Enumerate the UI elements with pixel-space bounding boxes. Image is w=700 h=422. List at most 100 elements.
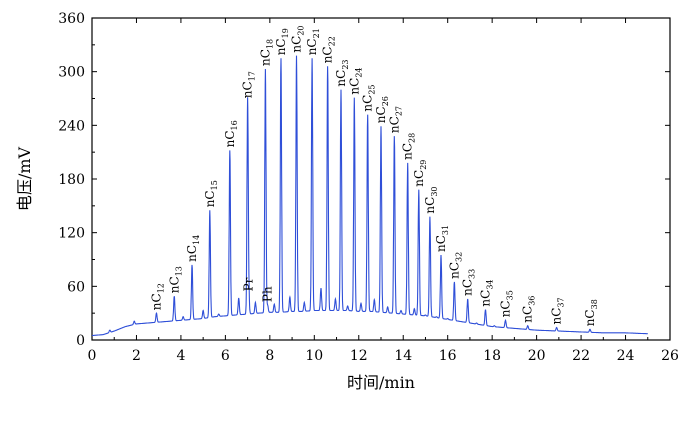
x-tick-label: 0 [88, 348, 97, 364]
peak-label: Pr [242, 277, 256, 291]
peak-label-sub: 19 [281, 28, 290, 38]
peak-label-name: nC [434, 235, 448, 252]
peak-label: nC18 [258, 39, 274, 66]
peak-label-sub: 22 [328, 36, 337, 46]
peak-label-name: nC [347, 78, 361, 95]
peak-label-sub: 32 [454, 252, 463, 262]
y-tick-label: 120 [58, 226, 85, 242]
peak-label-sub: 16 [230, 120, 239, 130]
x-tick-label: 20 [528, 348, 546, 364]
peak-label: nC17 [241, 71, 257, 98]
peak-label-sub: 34 [486, 279, 495, 289]
peak-label: nC15 [203, 180, 219, 207]
peak-label-sub: 36 [528, 296, 537, 306]
peak-label: nC13 [167, 266, 183, 293]
x-tick-label: 16 [439, 348, 457, 364]
peak-label: nC33 [461, 269, 477, 296]
x-tick-label: 2 [132, 348, 141, 364]
peak-label-name: nC [167, 276, 181, 293]
peak-label: nC30 [423, 186, 439, 213]
peak-label-name: nC [305, 38, 319, 55]
x-tick-label: 12 [350, 348, 368, 364]
peak-label-name: nC [401, 143, 415, 160]
peak-label-sub: 27 [394, 106, 403, 116]
peak-label-sub: 30 [430, 186, 439, 196]
y-tick-label: 0 [76, 333, 85, 349]
peak-label: nC38 [583, 299, 599, 326]
x-tick-label: 24 [617, 348, 635, 364]
peak-label-sub: 28 [408, 133, 417, 143]
peak-label-name: nC [185, 245, 199, 262]
y-tick-label: 300 [58, 65, 85, 81]
x-tick-label: 18 [483, 348, 501, 364]
peak-label: nC14 [185, 235, 201, 262]
peak-label-name: nC [550, 308, 564, 325]
peak-label: nC31 [434, 225, 450, 252]
peak-label: nC36 [521, 296, 537, 323]
peak-label: nC19 [274, 28, 290, 55]
y-tick-label: 240 [58, 118, 85, 134]
peak-label-sub: 23 [341, 59, 350, 69]
peak-label: nC35 [499, 290, 515, 317]
x-tick-label: 6 [221, 348, 230, 364]
peak-label-name: nC [583, 309, 597, 326]
y-tick-label: 180 [58, 172, 85, 188]
chromatogram-trace [92, 55, 648, 337]
peak-label-name: nC [361, 95, 375, 112]
y-axis-title: 电压/mV [15, 146, 34, 211]
peak-label-sub: 26 [381, 96, 390, 106]
peak-label: nC29 [412, 160, 428, 187]
peak-label: Ph [261, 286, 275, 302]
y-tick-label: 360 [58, 11, 85, 27]
axes: 0 2 4 6 8 10 12 14 16 18 20 22 24 2606012018024030036… [58, 11, 679, 364]
peak-label-sub: 33 [468, 269, 477, 279]
peak-label-name: nC [334, 70, 348, 87]
peak-label-sub: 25 [368, 84, 377, 94]
peak-label-name: nC [203, 190, 217, 207]
peak-label-name: nC [479, 290, 493, 307]
peak-label-name: nC [150, 293, 164, 310]
peak-label-sub: 37 [557, 297, 566, 307]
peak-label: nC12 [150, 283, 166, 310]
x-tick-label: 22 [572, 348, 590, 364]
peak-label-sub: 14 [192, 235, 201, 245]
peak-label: nC28 [401, 133, 417, 160]
peak-label-name: Ph [261, 286, 275, 302]
peak-label-sub: 18 [265, 39, 274, 49]
peak-label: nC20 [290, 25, 306, 52]
peak-label-sub: 12 [157, 283, 166, 293]
x-tick-label: 26 [661, 348, 679, 364]
peak-label-sub: 20 [297, 25, 306, 35]
peak-label-name: nC [423, 197, 437, 214]
peak-label-sub: 31 [441, 225, 450, 235]
peak-label: nC27 [387, 106, 403, 133]
peak-label-name: Pr [242, 277, 256, 291]
x-tick-label: 4 [176, 348, 185, 364]
peak-label: nC16 [223, 120, 239, 147]
peak-label: nC32 [447, 252, 463, 279]
peak-label-sub: 13 [174, 266, 183, 276]
peak-label: nC24 [347, 67, 363, 94]
peak-label-name: nC [223, 130, 237, 147]
peak-label-sub: 15 [210, 180, 219, 190]
peak-label-sub: 17 [248, 71, 257, 81]
peak-label-name: nC [241, 81, 255, 98]
peak-label: nC21 [305, 28, 321, 55]
peak-label-name: nC [321, 46, 335, 63]
peak-label-name: nC [387, 116, 401, 133]
peak-label: nC22 [321, 36, 337, 63]
peak-label: nC23 [334, 59, 350, 86]
peak-label-name: nC [274, 38, 288, 55]
x-axis-title: 时间/min [347, 373, 415, 392]
peak-label-name: nC [447, 262, 461, 279]
peak-labels: nC12 nC13nC14nC15nC16nC17PrnC18PhnC19nC20… [150, 25, 600, 326]
peak-label-name: nC [374, 106, 388, 123]
peak-label: nC37 [550, 297, 566, 324]
peak-label-sub: 21 [312, 28, 321, 38]
peak-label-name: nC [461, 279, 475, 296]
peak-label-name: nC [499, 300, 513, 317]
x-tick-label: 14 [394, 348, 412, 364]
peak-label-name: nC [521, 306, 535, 323]
series-layer [92, 55, 648, 337]
